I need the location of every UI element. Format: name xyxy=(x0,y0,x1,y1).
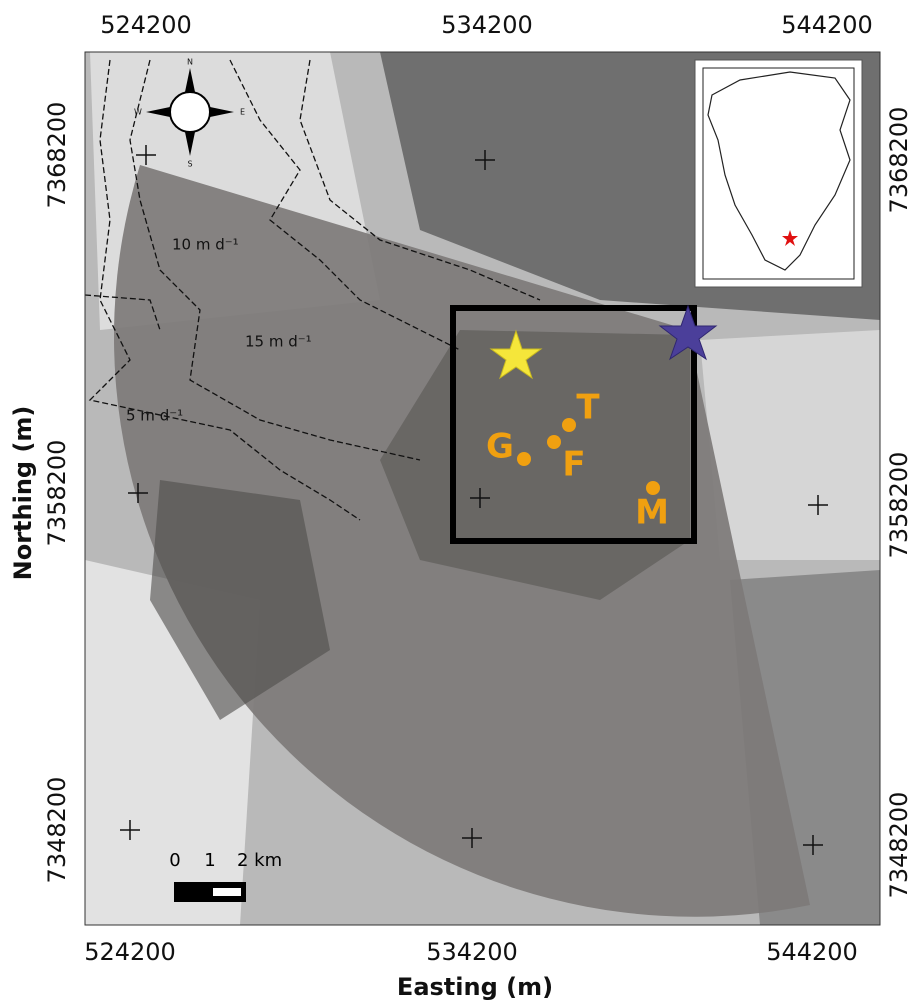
y-axis-title: Northing (m) xyxy=(9,406,37,581)
site-label: G xyxy=(486,427,514,467)
right-tick-label: 7348200 xyxy=(885,792,913,899)
right-tick-label: 7358200 xyxy=(885,452,913,559)
site-label: T xyxy=(576,388,600,428)
bottom-tick-label: 534200 xyxy=(426,938,518,966)
map-area: T G F M 10 m d⁻¹ 15 m d⁻¹ 5 m d⁻¹ N E S … xyxy=(85,52,880,925)
contour-label: 5 m d⁻¹ xyxy=(126,407,183,425)
velocity-contours xyxy=(85,59,541,521)
site-markers xyxy=(517,418,660,495)
compass: N E S W xyxy=(134,58,245,169)
scale-label: 0 xyxy=(169,850,180,871)
inset-map xyxy=(694,59,863,288)
compass-letter: W xyxy=(134,108,142,117)
left-tick-label: 7348200 xyxy=(43,777,71,884)
purple-star xyxy=(658,304,718,361)
compass-letter: S xyxy=(187,160,192,169)
bottom-tick-label: 524200 xyxy=(84,938,176,966)
left-tick-label: 7368200 xyxy=(43,102,71,209)
yellow-star xyxy=(489,329,543,380)
contour-label: 15 m d⁻¹ xyxy=(245,333,312,351)
right-tick-label: 7368200 xyxy=(885,107,913,214)
top-tick-label: 544200 xyxy=(781,11,873,39)
x-axis-title: Easting (m) xyxy=(397,973,553,1001)
compass-letter: N xyxy=(187,58,193,67)
study-box xyxy=(450,305,697,544)
calving-front xyxy=(380,330,690,600)
bottom-tick-label: 544200 xyxy=(766,938,858,966)
scale-label: 2 km xyxy=(237,850,282,871)
map-frame xyxy=(84,51,881,926)
contour-label: 10 m d⁻¹ xyxy=(172,236,239,254)
grid-crosses xyxy=(120,145,828,855)
scale-bar: 0 1 2 km xyxy=(169,850,282,902)
site-label: F xyxy=(562,445,585,485)
fjord-ice xyxy=(700,330,880,560)
top-tick-label: 524200 xyxy=(100,11,192,39)
left-tick-label: 7358200 xyxy=(43,440,71,547)
scale-label: 1 xyxy=(204,850,215,871)
nunatak xyxy=(150,480,330,720)
compass-letter: E xyxy=(240,108,245,117)
top-tick-label: 534200 xyxy=(441,11,533,39)
site-label: M xyxy=(635,493,669,533)
